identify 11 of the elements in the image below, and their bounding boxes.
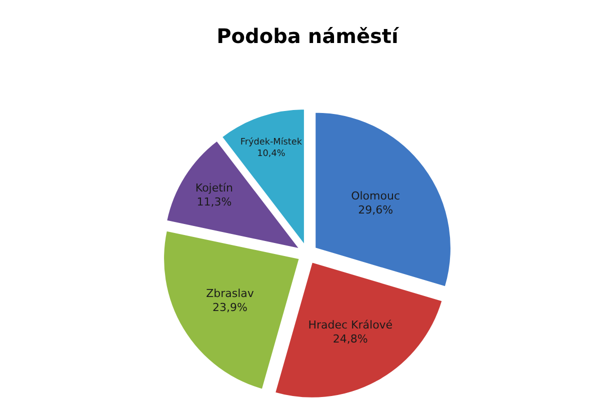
slice-label: Frýdek-Místek (240, 136, 303, 148)
data-label: 24,8% (332, 332, 368, 346)
data-label: 29,6% (358, 204, 394, 217)
slice-label: Kojetín (195, 181, 233, 194)
data-label: 11,3% (196, 196, 232, 209)
slice-label: Hradec Králové (308, 318, 393, 332)
slice-label: Olomouc (351, 189, 400, 202)
slice-label: Zbraslav (206, 286, 254, 300)
chart-title: Podoba náměstí (216, 24, 400, 48)
data-label: 10,4% (257, 148, 286, 159)
data-label: 23,9% (212, 301, 248, 314)
